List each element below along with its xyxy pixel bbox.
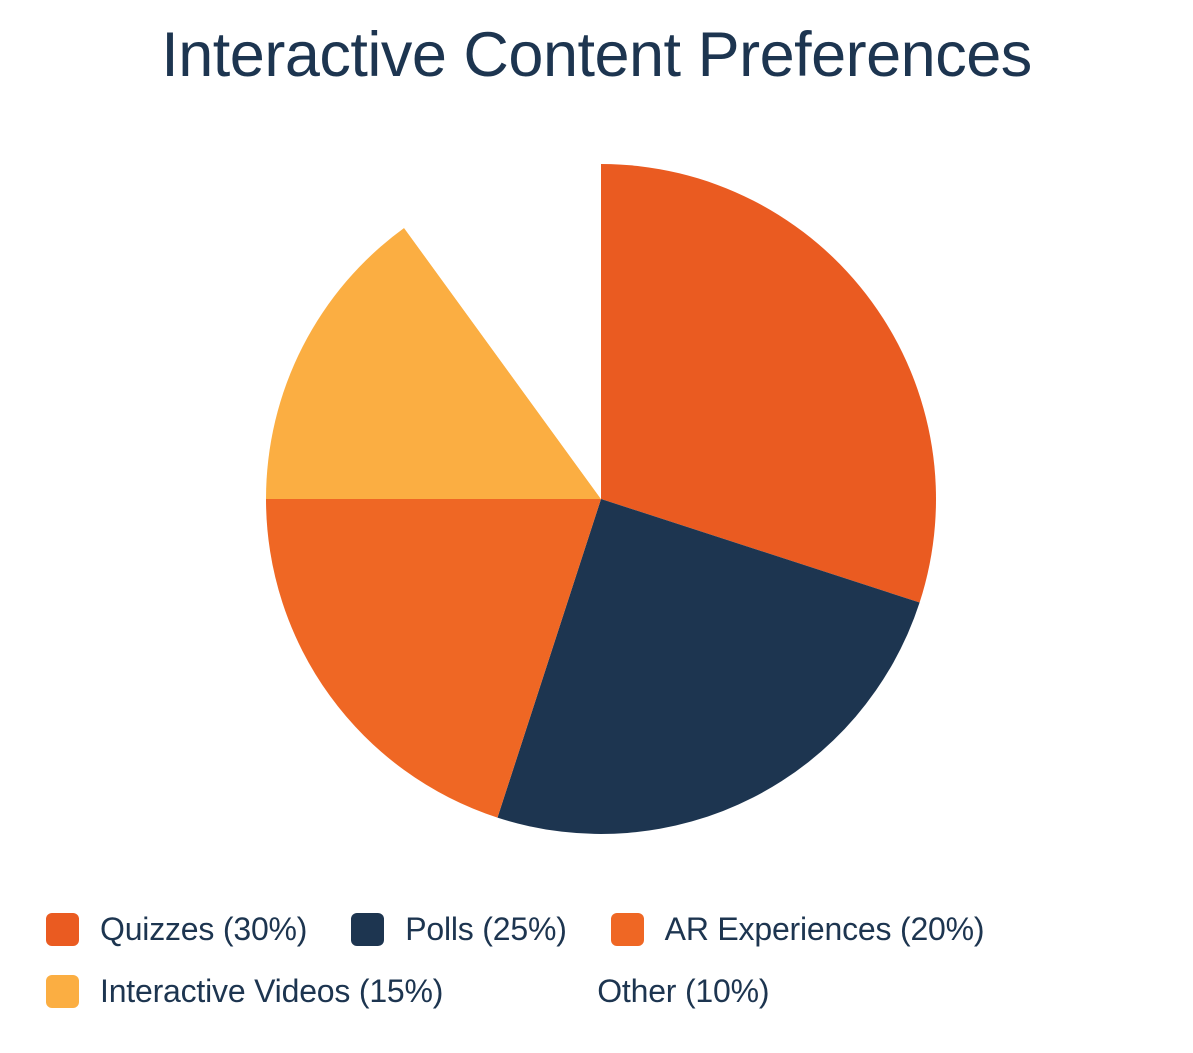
chart-legend: Quizzes (30%) Polls (25%) AR Experiences (… xyxy=(0,898,1193,1048)
page-title: Interactive Content Preferences xyxy=(161,20,1032,90)
legend-swatch-ar-experiences xyxy=(610,912,644,946)
legend-label-polls: Polls (25%) xyxy=(405,911,567,947)
legend-swatch-interactive-videos xyxy=(46,974,79,1008)
pie-chart-svg xyxy=(266,164,937,834)
legend-swatch-polls xyxy=(351,912,385,946)
legend-item-interactive-videos[interactable]: Interactive Videos (15%) xyxy=(46,960,443,1022)
pie-slice-ar-experiences[interactable] xyxy=(266,499,601,818)
legend-item-other[interactable]: Other (10%) xyxy=(543,960,770,1022)
pie-slices-group xyxy=(266,164,937,834)
legend-label-other: Other (10%) xyxy=(597,973,770,1009)
legend-item-quizzes[interactable]: Quizzes (30%) xyxy=(46,898,307,960)
legend-swatch-other xyxy=(543,974,577,1008)
legend-row: Quizzes (30%) Polls (25%) AR Experiences (… xyxy=(0,898,1193,960)
pie-slice-other[interactable] xyxy=(404,164,601,499)
legend-label-interactive-videos: Interactive Videos (15%) xyxy=(100,973,444,1009)
pie-slice-interactive-videos[interactable] xyxy=(266,227,601,499)
legend-swatch-quizzes xyxy=(46,912,79,946)
legend-label-quizzes: Quizzes (30%) xyxy=(100,911,308,947)
legend-item-polls[interactable]: Polls (25%) xyxy=(351,898,567,960)
pie-slice-quizzes[interactable] xyxy=(601,164,937,603)
pie-chart-area xyxy=(266,164,937,834)
legend-row: Interactive Videos (15%) Other (10%) xyxy=(0,960,1193,1022)
legend-item-ar-experiences[interactable]: AR Experiences (20%) xyxy=(610,898,985,960)
pie-slice-polls[interactable] xyxy=(497,499,920,834)
legend-label-ar-experiences: AR Experiences (20%) xyxy=(664,911,985,947)
